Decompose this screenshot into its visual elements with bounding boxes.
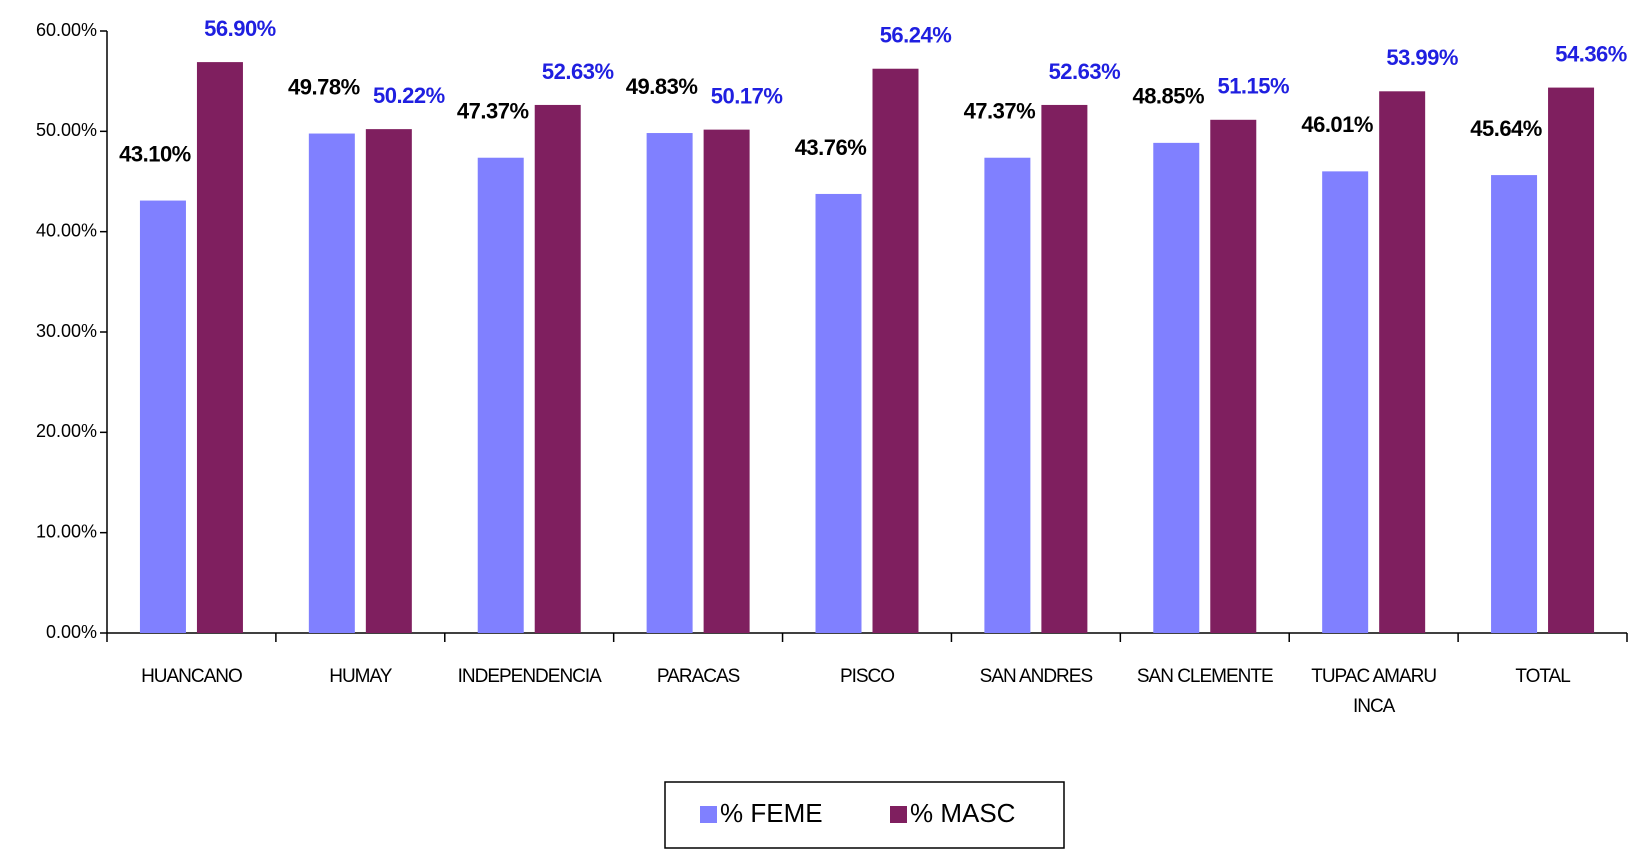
y-tick-label: 60.00% bbox=[36, 20, 97, 40]
value-label: 47.37% bbox=[457, 99, 529, 124]
bar bbox=[703, 129, 750, 633]
bar bbox=[534, 104, 581, 633]
x-tick-label: SAN ANDRES bbox=[980, 666, 1093, 687]
value-label: 46.01% bbox=[1301, 112, 1373, 137]
bar bbox=[1491, 175, 1538, 633]
value-label: 47.37% bbox=[964, 99, 1036, 124]
bar bbox=[1041, 104, 1088, 633]
y-tick-label: 40.00% bbox=[36, 220, 97, 240]
value-label: 48.85% bbox=[1132, 84, 1204, 109]
value-label: 50.17% bbox=[711, 83, 783, 108]
legend-swatch bbox=[890, 806, 907, 823]
value-label: 56.24% bbox=[880, 23, 952, 48]
y-tick-label: 50.00% bbox=[36, 120, 97, 140]
value-label: 51.15% bbox=[1217, 74, 1289, 99]
y-tick-label: 30.00% bbox=[36, 321, 97, 341]
bar bbox=[646, 133, 693, 633]
legend-label: % FEME bbox=[720, 798, 823, 828]
value-label: 52.63% bbox=[542, 59, 614, 84]
bar bbox=[1153, 142, 1200, 633]
bar bbox=[815, 193, 862, 633]
bar bbox=[984, 157, 1031, 633]
legend-label: % MASC bbox=[910, 798, 1015, 828]
value-label: 49.78% bbox=[288, 74, 360, 99]
bar bbox=[139, 200, 186, 633]
bar bbox=[308, 133, 355, 634]
bar bbox=[365, 129, 412, 633]
x-tick-label: HUMAY bbox=[329, 666, 393, 687]
value-label: 53.99% bbox=[1386, 45, 1458, 70]
x-tick-label: PARACAS bbox=[657, 666, 740, 687]
x-tick-label-line: TUPAC AMARU bbox=[1311, 666, 1436, 687]
y-tick-label: 10.00% bbox=[36, 521, 97, 541]
x-tick-label: PISCO bbox=[840, 666, 894, 687]
x-tick-label-line: INCA bbox=[1353, 696, 1396, 717]
y-tick-label: 0.00% bbox=[46, 622, 97, 642]
bar bbox=[477, 157, 524, 633]
bar bbox=[1322, 171, 1369, 633]
value-label: 43.76% bbox=[795, 135, 867, 160]
x-tick-label: TOTAL bbox=[1515, 666, 1570, 687]
legend-box bbox=[664, 781, 1065, 849]
value-label: 45.64% bbox=[1470, 116, 1542, 141]
legend-swatch bbox=[700, 806, 717, 823]
value-label: 43.10% bbox=[119, 141, 191, 166]
value-label: 52.63% bbox=[1049, 59, 1121, 84]
x-tick-label: INDEPENDENCIA bbox=[458, 666, 603, 687]
bar bbox=[872, 68, 919, 633]
value-label: 54.36% bbox=[1555, 41, 1627, 66]
value-label: 49.83% bbox=[626, 74, 698, 99]
x-tick-label: HUANCANO bbox=[141, 666, 242, 687]
bar bbox=[1379, 91, 1426, 633]
y-tick-label: 20.00% bbox=[36, 421, 97, 441]
bar bbox=[196, 62, 243, 633]
x-tick-label: SAN CLEMENTE bbox=[1137, 666, 1273, 687]
value-label: 56.90% bbox=[204, 16, 276, 41]
x-tick-label: TUPAC AMARU INCA bbox=[1311, 666, 1436, 717]
value-label: 50.22% bbox=[373, 83, 445, 108]
bar bbox=[1548, 87, 1595, 633]
bar bbox=[1210, 119, 1257, 634]
